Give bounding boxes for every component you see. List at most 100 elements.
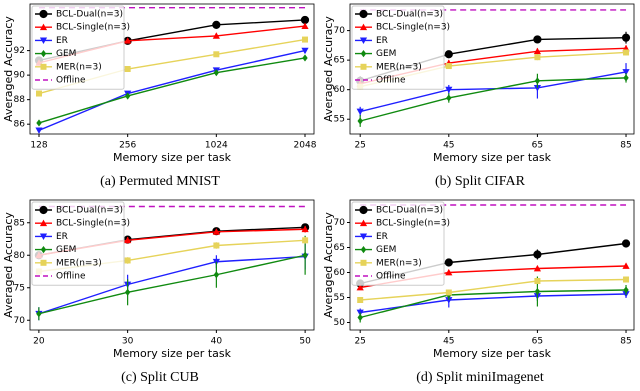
marker: [357, 297, 364, 303]
plot-frame: [349, 3, 635, 135]
marker: [212, 228, 220, 235]
x-axis-label: Memory size per task: [433, 151, 552, 164]
marker: [302, 251, 308, 259]
marker: [212, 32, 220, 39]
series: [36, 235, 308, 321]
legend-label: GEM: [56, 245, 76, 255]
plot-frame: [349, 199, 635, 331]
marker: [622, 69, 630, 76]
legend-label: ER: [376, 36, 388, 46]
x-tick-label: 25: [354, 141, 365, 151]
marker: [213, 51, 220, 58]
marker: [359, 233, 368, 240]
legend-label: ER: [376, 232, 388, 242]
legend-box: [31, 5, 125, 90]
marker: [444, 50, 453, 59]
x-tick-label: 20: [33, 337, 45, 347]
x-tick-label: 50: [299, 337, 311, 347]
marker: [124, 66, 131, 72]
y-axis-label: Averaged Accuracy: [2, 212, 15, 318]
marker: [39, 9, 48, 19]
plot-frame: [29, 199, 315, 331]
y-tick-label: 90: [14, 71, 26, 81]
x-axis-label: Memory size per task: [113, 151, 232, 164]
marker: [357, 117, 363, 125]
x-tick-label: 45: [443, 337, 454, 347]
y-axis-label: Averaged Accuracy: [2, 16, 15, 122]
marker: [533, 85, 542, 92]
x-tick-label: 65: [532, 337, 543, 347]
x-tick-label: 1024: [205, 141, 228, 151]
y-axis-label: Averaged Accuracy: [322, 212, 335, 318]
marker: [40, 259, 47, 266]
marker: [534, 287, 541, 296]
series: [357, 276, 630, 303]
marker: [39, 37, 48, 44]
marker: [35, 127, 43, 134]
legend-label: ER: [56, 36, 68, 46]
marker: [301, 47, 309, 55]
marker: [359, 219, 368, 227]
x-tick-label: 30: [122, 337, 134, 347]
marker: [356, 108, 364, 116]
legend-label: BCL-Single(n=3): [56, 219, 130, 229]
marker: [301, 225, 309, 233]
series-line: [38, 49, 306, 131]
marker: [444, 258, 453, 267]
marker: [124, 92, 131, 100]
marker: [623, 49, 630, 56]
marker: [124, 37, 132, 44]
legend-label: Offline: [376, 76, 406, 86]
y-tick-label: 86: [14, 120, 26, 130]
marker: [40, 50, 47, 58]
marker: [534, 278, 541, 284]
y-axis-label: Averaged Accuracy: [322, 16, 335, 122]
marker: [622, 262, 630, 269]
marker: [445, 268, 453, 276]
marker: [213, 242, 220, 249]
y-tick-label: 55: [334, 115, 345, 125]
x-tick-label: 40: [211, 337, 223, 347]
plot-frame: [29, 3, 315, 135]
legend-label: Offline: [376, 272, 406, 282]
series-line: [360, 77, 627, 122]
caption: (c) Split CUB: [121, 370, 199, 385]
marker: [445, 289, 452, 296]
legend-label: BCL-Dual(n=3): [56, 206, 123, 216]
marker: [302, 54, 308, 62]
x-tick-label: 128: [30, 141, 47, 151]
y-tick-label: 55: [334, 293, 345, 303]
y-tick-label: 70: [334, 218, 346, 228]
marker: [213, 69, 220, 77]
legend-label: MER(n=3): [376, 62, 422, 72]
series-line: [360, 278, 627, 301]
legend-box: [31, 201, 125, 286]
marker: [36, 90, 42, 97]
marker: [302, 36, 308, 43]
y-tick-label: 88: [14, 95, 26, 105]
legend-label: BCL-Single(n=3): [376, 23, 450, 33]
legend-label: BCL-Dual(n=3): [376, 206, 443, 216]
legend-label: MER(n=3): [376, 258, 422, 268]
legend-box: [351, 201, 445, 286]
marker: [533, 250, 542, 259]
x-tick-label: 45: [443, 141, 454, 151]
marker: [360, 50, 367, 58]
legend-label: BCL-Dual(n=3): [56, 10, 123, 20]
y-tick-label: 60: [334, 85, 346, 95]
caption: (a) Permuted MNIST: [100, 174, 220, 189]
x-tick-label: 256: [119, 141, 136, 151]
marker: [39, 205, 48, 215]
marker: [300, 15, 310, 25]
marker: [39, 219, 48, 227]
legend-label: ER: [56, 232, 68, 242]
legend-label: Offline: [56, 76, 86, 86]
y-tick-label: 65: [334, 243, 345, 253]
marker: [533, 35, 542, 44]
marker: [301, 22, 309, 29]
caption: (d) Split miniImagenet: [416, 370, 544, 385]
x-tick-label: 2048: [294, 141, 317, 151]
marker: [213, 271, 220, 279]
marker: [302, 237, 309, 244]
